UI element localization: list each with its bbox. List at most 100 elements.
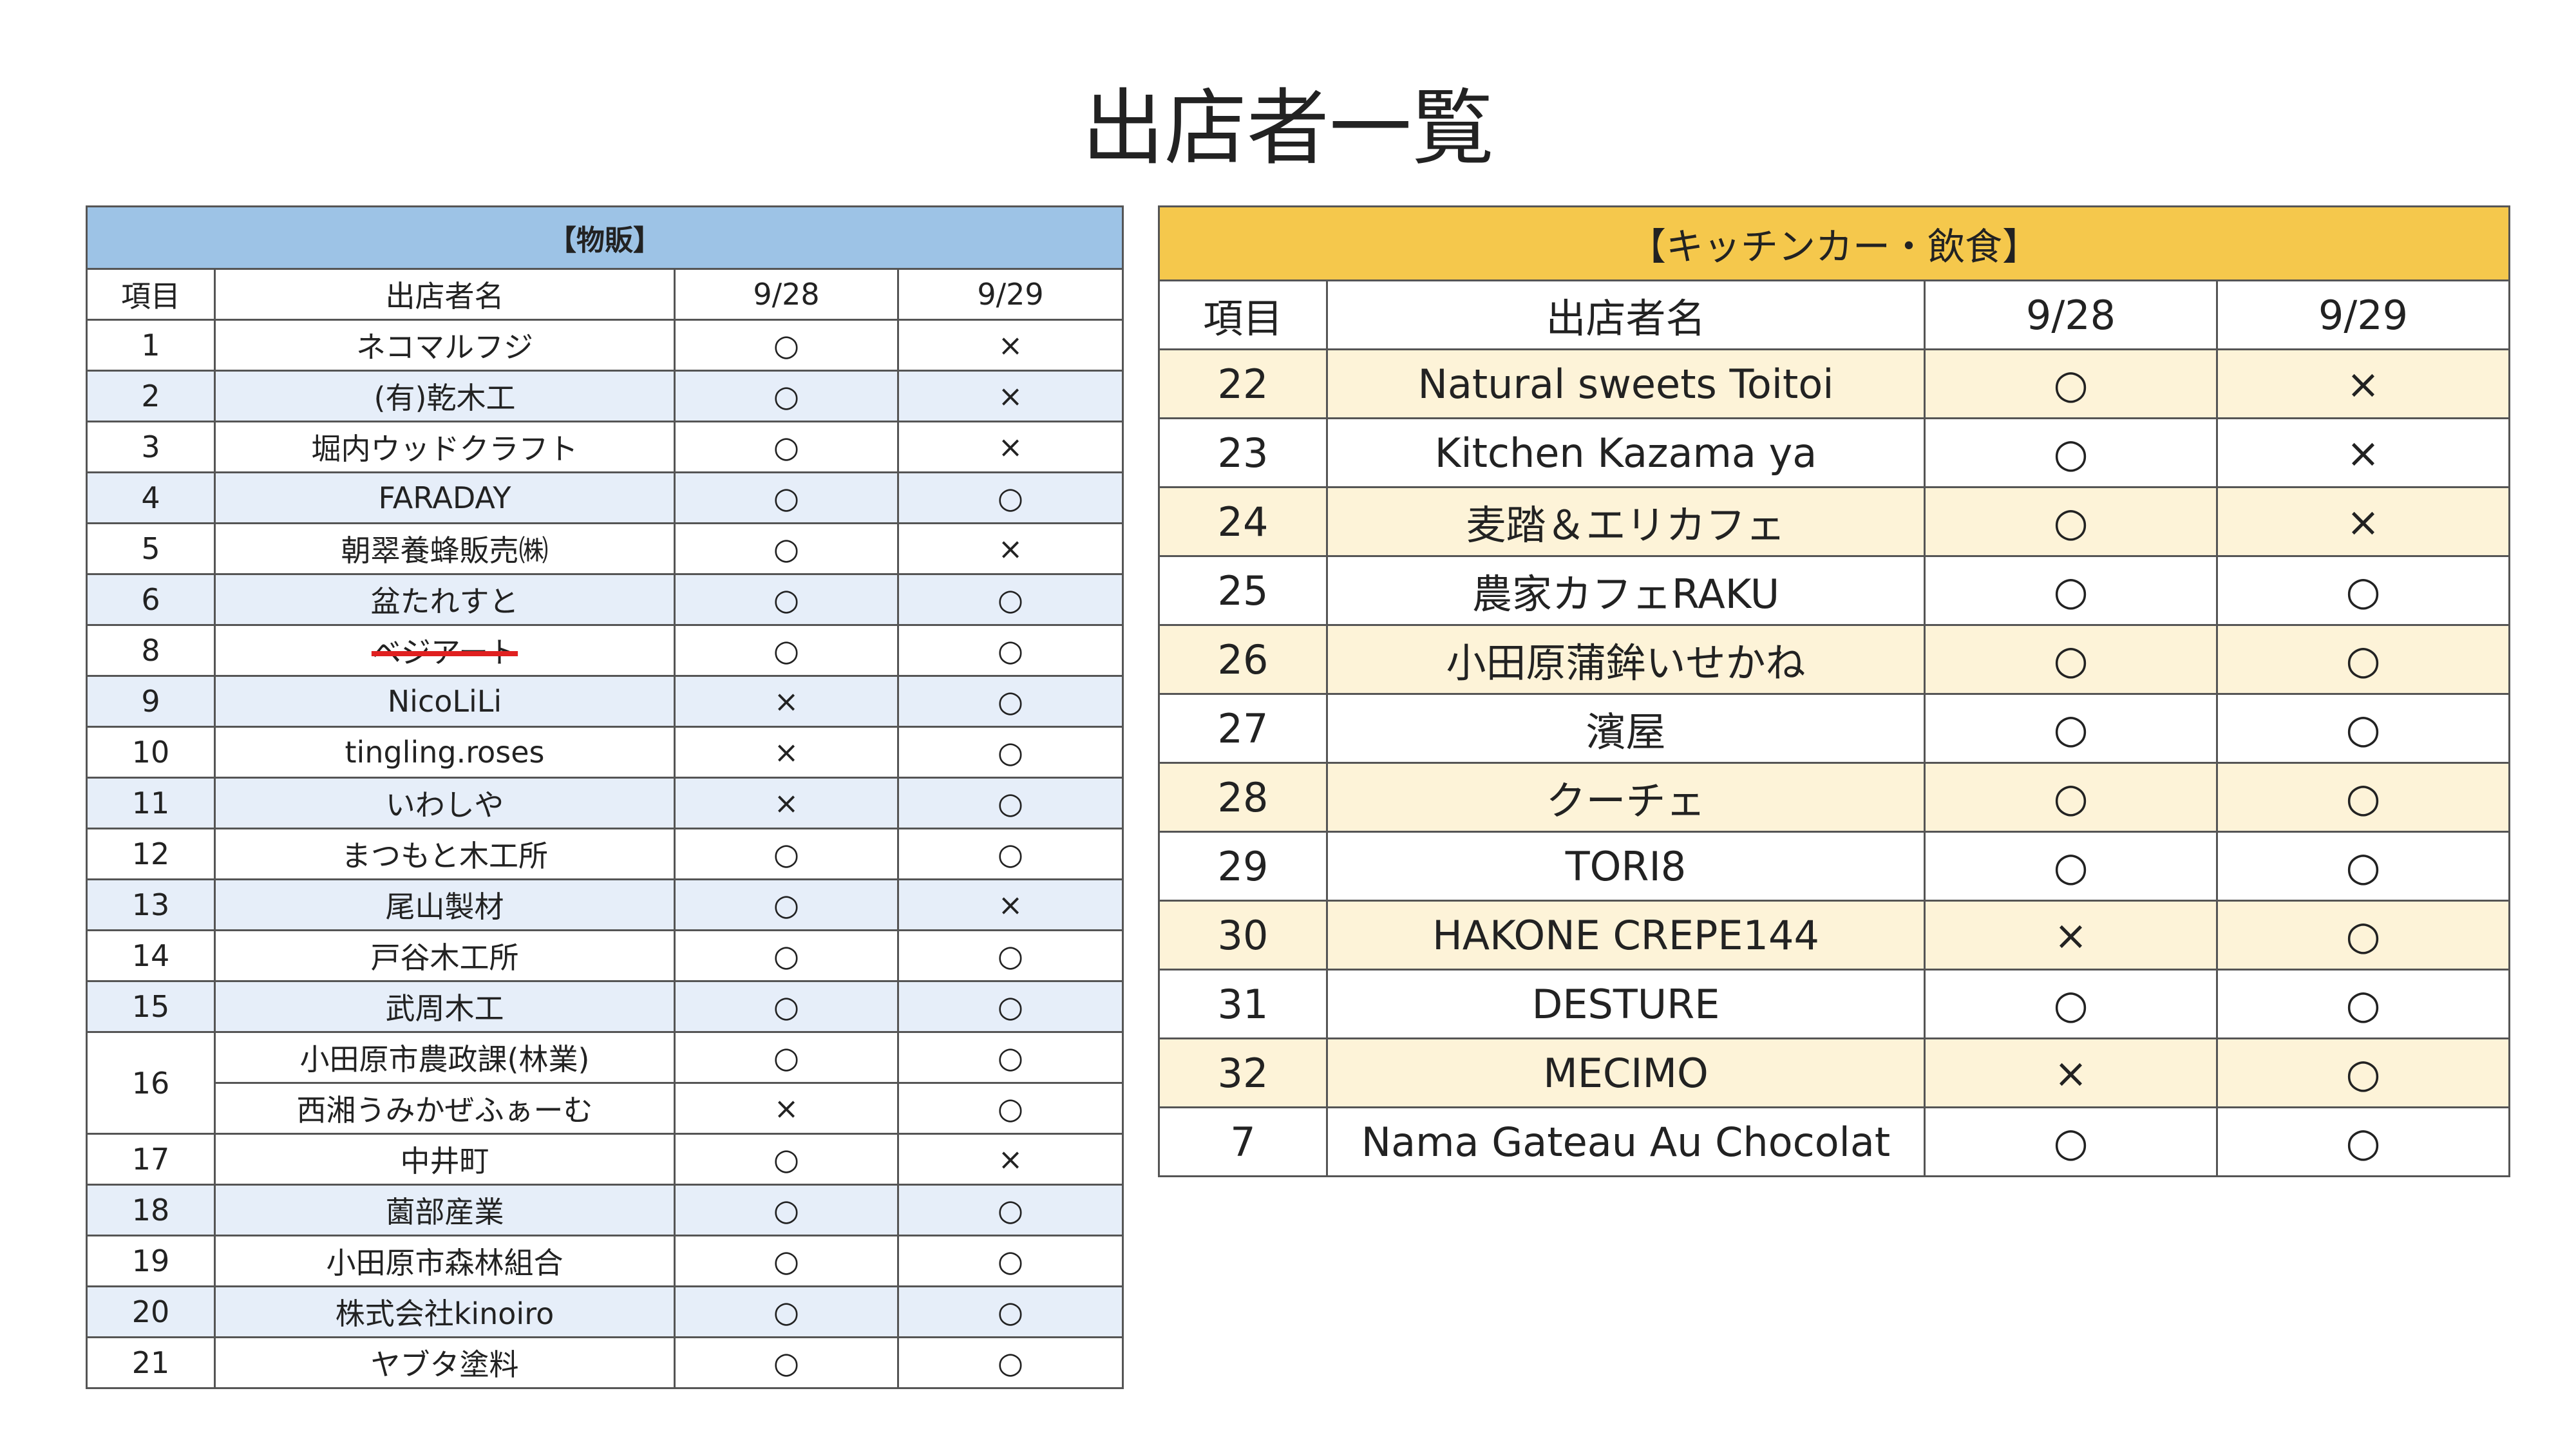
vendor-name: 株式会社kinoiro [214,1285,676,1338]
row: 7 Nama Gateau Au Chocolat ○ ○ [1158,1106,2511,1177]
mark: ○ [773,837,800,871]
mark: ○ [773,989,800,1024]
vendor-text: 小田原市森林組合 [326,1245,564,1280]
mark: ○ [2053,360,2088,408]
availability: ○ [897,726,1124,779]
column-header: 9/29 [897,268,1124,321]
vendor-name: クーチェ [1326,762,1926,833]
vendor-name: ベジアート [214,624,676,677]
availability: × [674,675,899,728]
mark: ○ [773,379,800,413]
mark: ○ [2345,567,2381,614]
vendor-text: 薗部産業 [385,1195,504,1229]
vendor-text: 麦踏＆エリカフェ [1466,502,1786,549]
availability: × [897,370,1124,422]
item-no: 1 [86,319,216,372]
vendor-name: Kitchen Kazama ya [1326,417,1926,488]
mark: × [773,1091,799,1126]
availability: ○ [674,522,899,575]
availability: ○ [897,675,1124,728]
item-no: 13 [86,878,216,931]
availability: ○ [2215,762,2511,833]
column-header: 9/28 [674,268,899,321]
availability: ○ [1924,831,2218,902]
item-no: 6 [86,573,216,626]
vendor-text: ヤブタ塗料 [370,1347,519,1382]
vendor-name: ネコマルフジ [214,319,676,372]
mark: ○ [997,1040,1024,1075]
mark: × [998,531,1023,566]
item-no: 30 [1158,900,1328,971]
mark: ○ [997,633,1024,668]
mark: × [2054,911,2088,959]
row: 31 DESTURE ○ ○ [1158,969,2511,1039]
row: 11 いわしや × ○ [86,777,1124,829]
mark: × [773,684,799,719]
vendor-text: ベジアート [371,635,518,670]
row: 25 農家カフェRAKU ○ ○ [1158,555,2511,626]
vendor-name: 小田原市森林組合 [214,1235,676,1287]
row: 9 NicoLiLi × ○ [86,675,1124,728]
mark: ○ [997,938,1024,973]
availability: ○ [674,1184,899,1236]
vendor-text: 堀内ウッドクラフト [311,431,578,466]
availability: ○ [1924,1106,2218,1177]
vendor-name: MECIMO [1326,1037,1926,1108]
row: 14 戸谷木工所 ○ ○ [86,929,1124,982]
availability: ○ [674,980,899,1033]
mark: ○ [997,837,1024,871]
vendor-text: 小田原市農政課(林業) [299,1042,590,1077]
vendor-text: 濱屋 [1586,708,1666,755]
row: 4 FARADAY ○ ○ [86,471,1124,524]
row: 2 (有)乾木工 ○ × [86,370,1124,422]
availability: ○ [2215,969,2511,1039]
row: 10 tingling.roses × ○ [86,726,1124,779]
availability: ○ [674,878,899,931]
vendor-text: 尾山製材 [385,889,504,924]
vendor-text: DESTURE [1531,980,1720,1028]
availability: ○ [897,1031,1124,1084]
row: 30 HAKONE CREPE144 × ○ [1158,900,2511,971]
mark: × [773,735,799,770]
item-no: 16 [86,1031,216,1135]
vendor-text: MECIMO [1543,1049,1709,1097]
row: 17 中井町 ○ × [86,1133,1124,1186]
vendor-name: 薗部産業 [214,1184,676,1236]
mark: ○ [773,633,800,668]
item-no: 20 [86,1285,216,1338]
row: 16 小田原市農政課(林業) ○ ○ [86,1031,1124,1135]
availability: ○ [897,1336,1124,1389]
item-no: 27 [1158,693,1328,764]
item-no: 2 [86,370,216,422]
vendor-text: 農家カフェRAKU [1472,571,1780,618]
mark: ○ [2053,498,2088,545]
mark: ○ [2345,911,2381,959]
mark: ○ [2345,705,2381,752]
item-no: 8 [86,624,216,677]
row: 5 朝翠養蜂販売㈱ ○ × [86,522,1124,575]
mark: × [998,328,1023,363]
mark: × [2346,360,2380,408]
availability: ○ [674,1133,899,1186]
vendor-name: TORI8 [1326,831,1926,902]
vendor-name: ヤブタ塗料 [214,1336,676,1389]
mark: × [2054,1049,2088,1097]
header-row: 【物販】 [86,205,1124,270]
availability: × [897,522,1124,575]
vendor-text: NicoLiLi [387,684,502,719]
vendor-name: FARADAY [214,471,676,524]
availability: ○ [674,1235,899,1287]
vendor-text: 中井町 [400,1144,489,1179]
mark: ○ [997,1294,1024,1329]
availability: ○ [674,421,899,473]
mark: ○ [997,786,1024,820]
column-row: 項目 出店者名 9/28 9/29 [86,268,1124,321]
row: 19 小田原市森林組合 ○ ○ [86,1235,1124,1287]
vendor-text: Natural sweets Toitoi [1417,360,1834,408]
item-no: 3 [86,421,216,473]
availability: ○ [897,471,1124,524]
vendor-name: (有)乾木工 [214,370,676,422]
table-title: 【物販】 [86,205,1124,270]
availability: ○ [674,1031,899,1084]
availability: ○ [674,828,899,880]
